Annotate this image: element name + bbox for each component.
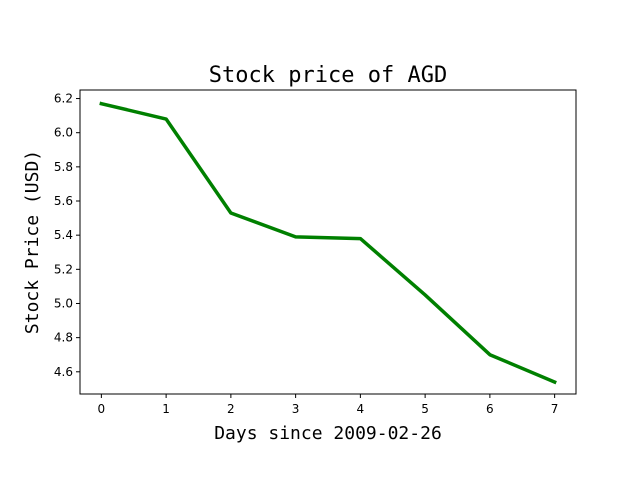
x-axis-label: Days since 2009-02-26 <box>214 423 442 444</box>
series-layer <box>99 101 557 385</box>
y-tick-label: 5.4 <box>54 228 73 242</box>
y-tick-label: 6.0 <box>54 126 73 140</box>
y-tick-label: 6.2 <box>54 92 73 106</box>
y-tick-label: 5.0 <box>54 296 73 310</box>
x-tick-label: 1 <box>162 402 170 416</box>
y-tick-label: 4.6 <box>54 365 73 379</box>
y-axis-label: Stock Price (USD) <box>22 150 43 334</box>
x-tick-label: 7 <box>551 402 559 416</box>
x-tick-label: 5 <box>421 402 429 416</box>
x-tick-label: 3 <box>292 402 300 416</box>
series-line <box>99 101 557 385</box>
axis-ticks: 0 1 2 3 4 5 6 7 4.6 4.8 5.0 5.2 5.4 5.6 5.8 6.0 6.2 <box>54 92 559 416</box>
y-tick-label: 5.6 <box>54 194 73 208</box>
y-tick-label: 5.2 <box>54 262 73 276</box>
plot-frame <box>79 89 577 395</box>
x-tick-label: 4 <box>357 402 365 416</box>
chart-title: Stock price of AGD <box>209 63 447 88</box>
x-tick-label: 6 <box>486 402 494 416</box>
x-tick-label: 2 <box>227 402 235 416</box>
y-tick-label: 5.8 <box>54 160 73 174</box>
x-tick-label: 0 <box>98 402 106 416</box>
y-tick-label: 4.8 <box>54 331 73 345</box>
